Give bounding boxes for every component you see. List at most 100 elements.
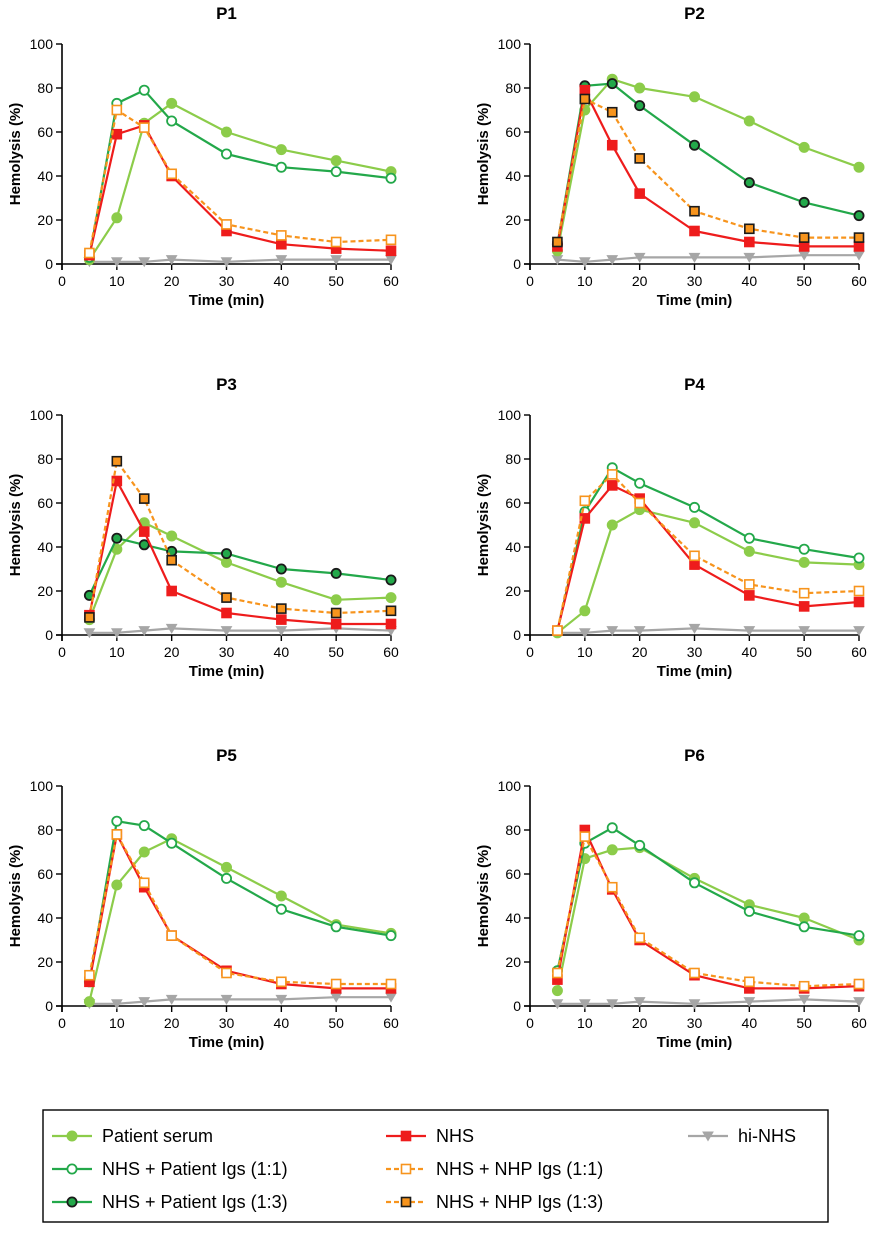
x-tick-label: 10 — [577, 1015, 593, 1031]
data-point — [744, 579, 755, 590]
data-point — [220, 861, 232, 873]
data-point — [743, 905, 755, 917]
x-axis-label: Time (min) — [189, 292, 265, 309]
x-tick-label: 40 — [274, 1015, 290, 1031]
data-point — [385, 245, 397, 257]
data-point — [220, 556, 232, 568]
data-point — [634, 153, 645, 164]
data-point — [853, 596, 865, 608]
data-point — [634, 477, 646, 489]
data-point — [634, 82, 646, 94]
data-point — [606, 255, 619, 266]
series-line — [88, 124, 392, 256]
series-patient-serum — [551, 73, 865, 257]
x-tick-label: 20 — [632, 273, 648, 289]
data-point — [84, 969, 95, 981]
series-nhs-patient-igs-1-1 — [551, 462, 865, 637]
data-point — [330, 155, 342, 167]
panel-title: P5 — [216, 746, 237, 765]
data-point — [330, 921, 342, 933]
data-point — [743, 532, 755, 544]
data-point — [688, 999, 701, 1010]
y-tick-label: 60 — [505, 495, 521, 511]
x-tick-label: 30 — [687, 273, 703, 289]
data-point — [84, 612, 95, 623]
data-point — [221, 967, 232, 979]
legend-label: NHS + Patient Igs (1:3) — [102, 1192, 288, 1212]
x-axis-label: Time (min) — [189, 1034, 265, 1051]
series-line — [88, 833, 391, 990]
x-tick-label: 20 — [164, 1015, 180, 1031]
data-point — [275, 890, 287, 902]
data-point — [138, 526, 150, 537]
series-nhs-nhp-igs-1-1 — [552, 831, 865, 992]
legend-label: NHS + NHP Igs (1:1) — [436, 1159, 603, 1179]
legend-item-nhs-patient-igs-1-3: NHS + Patient Igs (1:3) — [52, 1192, 288, 1212]
data-point — [330, 236, 342, 248]
data-point — [853, 585, 865, 597]
data-point — [221, 219, 232, 230]
data-point — [606, 881, 618, 893]
series-line — [556, 89, 859, 248]
data-point — [798, 587, 810, 599]
data-point — [579, 831, 591, 842]
y-tick-label: 0 — [513, 256, 521, 272]
panel-title: P4 — [684, 375, 705, 394]
data-point — [166, 97, 178, 109]
data-point — [853, 626, 865, 637]
series-nhs-nhp-igs-1-1 — [84, 104, 397, 259]
y-axis-label: Hemolysis (%) — [7, 474, 24, 577]
y-tick-label: 20 — [505, 954, 521, 970]
data-point — [330, 978, 342, 990]
data-point — [385, 605, 397, 617]
data-point — [551, 985, 563, 997]
data-point — [798, 543, 810, 555]
series-line — [88, 820, 392, 982]
x-tick-label: 10 — [577, 644, 593, 660]
series-nhs-patient-igs-1-1 — [551, 822, 865, 977]
data-point — [798, 232, 810, 243]
series-hi-nhs — [551, 250, 865, 268]
data-point — [606, 844, 618, 856]
data-point — [798, 556, 810, 568]
legend-marker — [400, 1196, 412, 1208]
x-tick-label: 0 — [526, 1015, 534, 1031]
data-point — [853, 930, 865, 942]
data-point — [634, 188, 645, 199]
data-point — [111, 212, 123, 224]
x-tick-label: 50 — [328, 1015, 344, 1031]
y-tick-label: 100 — [30, 407, 54, 423]
series-line — [88, 833, 391, 986]
y-axis-label: Hemolysis (%) — [7, 845, 24, 948]
data-point — [111, 455, 123, 467]
y-tick-label: 40 — [505, 910, 521, 926]
series-nhs-nhp-igs-1-3 — [84, 455, 397, 623]
data-point — [633, 252, 646, 263]
data-point — [606, 139, 618, 151]
data-point — [83, 628, 96, 639]
data-point — [275, 255, 288, 266]
data-point — [111, 879, 123, 891]
data-point — [743, 252, 756, 263]
y-tick-label: 0 — [45, 627, 53, 643]
series-patient-serum — [551, 504, 865, 639]
y-tick-label: 0 — [513, 998, 521, 1014]
data-point — [853, 210, 865, 222]
data-point — [110, 999, 123, 1010]
data-point — [166, 930, 177, 941]
series-line — [89, 258, 391, 263]
legend-marker — [702, 1131, 714, 1142]
y-tick-label: 40 — [505, 539, 521, 555]
data-point — [165, 623, 178, 634]
y-tick-label: 60 — [505, 866, 521, 882]
series-nhs — [84, 475, 397, 630]
data-point — [743, 115, 755, 127]
series-nhs-patient-igs-1-1 — [83, 815, 397, 988]
x-tick-label: 0 — [58, 644, 66, 660]
series-nhs — [84, 829, 397, 994]
y-tick-label: 40 — [37, 168, 53, 184]
series-line — [88, 89, 392, 258]
data-point — [578, 999, 591, 1010]
data-point — [138, 846, 150, 858]
